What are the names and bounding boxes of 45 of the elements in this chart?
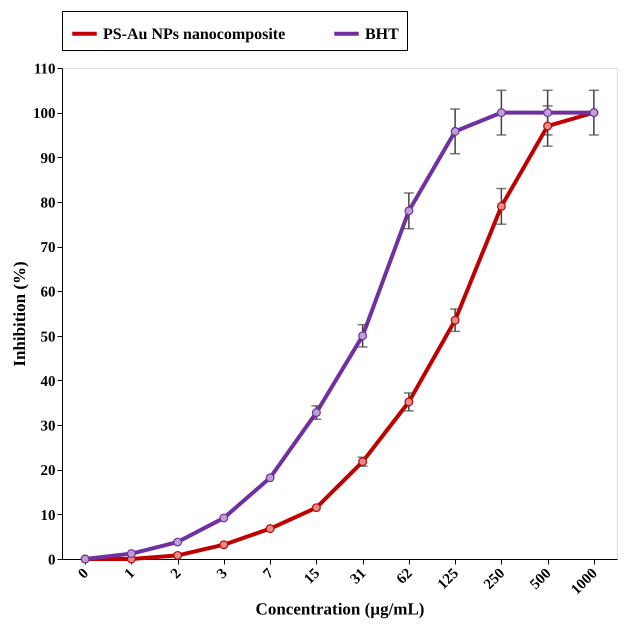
y-tick-label: 110 [34, 62, 56, 78]
point [404, 397, 414, 406]
y-tick-label: 100 [33, 106, 56, 122]
x-tick-label: 500 [527, 566, 554, 593]
x-tick-label: 7 [260, 565, 278, 582]
point [496, 108, 506, 118]
legend-label: BHT [365, 26, 400, 43]
y-tick-label: 0 [48, 552, 56, 568]
point [266, 524, 275, 534]
y-tick-label: 90 [40, 150, 56, 167]
point [219, 513, 228, 522]
point [450, 316, 460, 325]
point [450, 126, 460, 136]
legend-label: PS-Au NPs nanocomposite [103, 26, 286, 43]
point [543, 108, 552, 118]
y-tick-label: 30 [40, 418, 56, 435]
x-tick-label: 15 [301, 566, 324, 588]
point [266, 473, 275, 482]
point [219, 540, 228, 550]
y-tick-label: 80 [40, 195, 56, 212]
point [312, 503, 321, 512]
point [543, 122, 552, 130]
y-tick-label: 20 [40, 463, 56, 480]
x-tick-label: 0 [75, 566, 92, 582]
y-tick-label: 40 [40, 374, 56, 390]
point [496, 202, 506, 211]
x-tick-label: 62 [394, 566, 416, 588]
point [312, 408, 321, 418]
x-tick-label: 3 [214, 566, 231, 582]
y-axis-title: Inhibition (%) [10, 261, 29, 367]
point [358, 331, 368, 340]
x-tick-label: 125 [434, 566, 462, 593]
point [173, 550, 182, 560]
point [404, 206, 414, 216]
y-tick-label: 60 [40, 284, 56, 301]
x-tick-label: 2 [168, 566, 184, 582]
x-tick-label: 31 [348, 566, 370, 588]
y-tick-label: 70 [40, 240, 56, 256]
x-tick-label: 1 [122, 566, 138, 582]
y-tick-label: 10 [40, 508, 56, 524]
y-tick-label: 50 [40, 329, 56, 346]
point [173, 538, 182, 547]
point [126, 549, 136, 558]
x-tick-label: 250 [481, 566, 508, 593]
x-axis-title: Concentration (µg/mL) [256, 599, 424, 618]
